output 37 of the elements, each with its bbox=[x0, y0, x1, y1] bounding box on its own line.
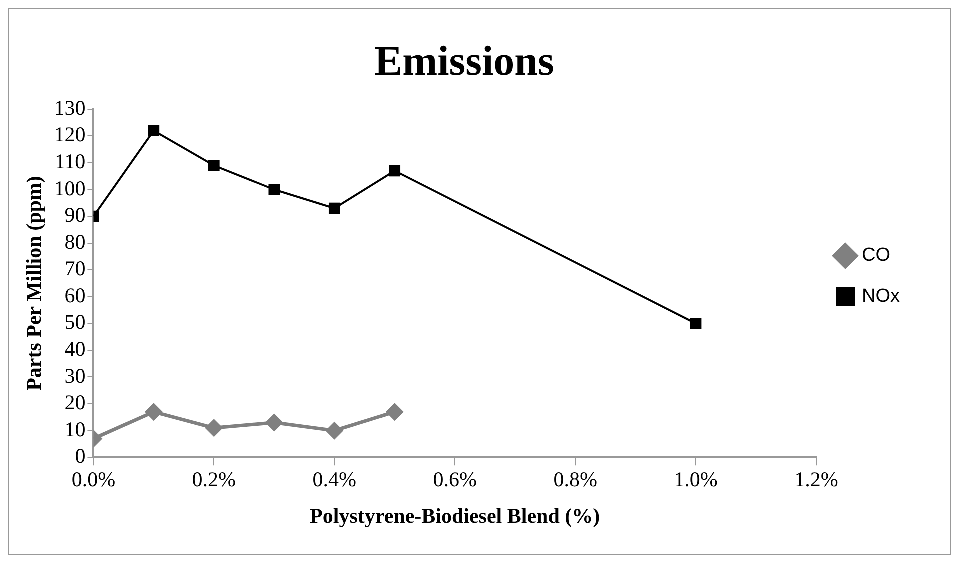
y-axis-title: Parts Per Million (ppm) bbox=[22, 176, 46, 391]
point bbox=[208, 160, 220, 172]
point bbox=[328, 202, 340, 214]
x-axis-title: Polystyrene-Biodiesel Blend (%) bbox=[310, 504, 600, 528]
point bbox=[205, 419, 224, 438]
y-tick-label: 70 bbox=[64, 256, 86, 281]
x-tick-label: 0.8% bbox=[554, 468, 598, 492]
y-tick-label: 40 bbox=[64, 336, 86, 361]
y-tick-label: 30 bbox=[64, 364, 86, 388]
legend-label: NOx bbox=[862, 286, 900, 308]
x-tick-label: 0.4% bbox=[312, 468, 357, 492]
y-tick-label: 20 bbox=[64, 390, 86, 415]
chart-title: Emissions bbox=[374, 39, 554, 86]
y-tick-label: 10 bbox=[64, 417, 86, 442]
y-tick-label: 80 bbox=[64, 230, 86, 254]
point bbox=[690, 318, 702, 330]
y-tick-label: 130 bbox=[54, 96, 86, 120]
y-tick-label: 0 bbox=[75, 444, 86, 468]
point bbox=[265, 414, 284, 432]
x-tick-label: 1.0% bbox=[674, 468, 718, 492]
point bbox=[389, 165, 401, 177]
x-tick-label: 0.6% bbox=[433, 468, 477, 492]
y-tick-label: 110 bbox=[54, 149, 86, 174]
y-tick-label: 120 bbox=[54, 122, 86, 147]
y-tick-label: 90 bbox=[64, 203, 86, 228]
x-tick-label: 1.2% bbox=[794, 468, 838, 492]
point bbox=[268, 184, 280, 196]
y-tick-label: 50 bbox=[64, 310, 86, 334]
point bbox=[144, 403, 163, 422]
x-tick-label: 0.0% bbox=[72, 468, 116, 492]
point bbox=[148, 125, 160, 136]
x-tick-label: 0.2% bbox=[192, 468, 236, 492]
point bbox=[326, 422, 344, 440]
y-tick-label: 60 bbox=[64, 283, 86, 308]
y-tick-label: 100 bbox=[54, 176, 86, 200]
legend-label: CO bbox=[862, 245, 890, 266]
point bbox=[386, 403, 404, 422]
